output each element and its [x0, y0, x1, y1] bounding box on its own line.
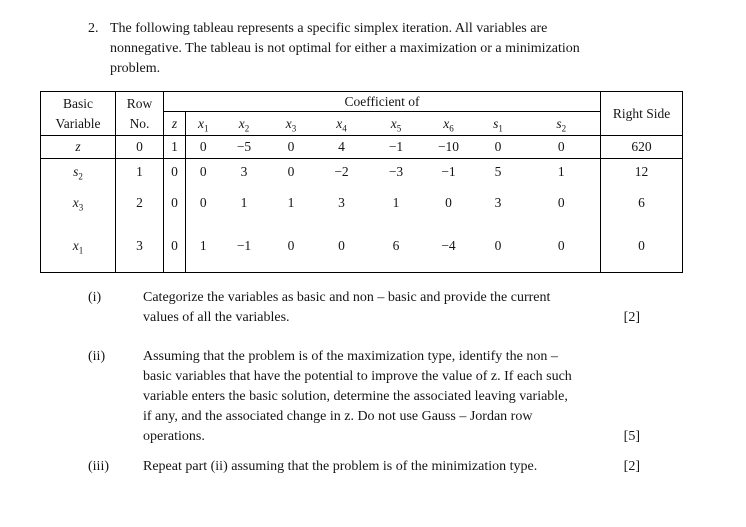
question-text-line: nonnegative. The tableau is not optimal …: [110, 41, 580, 56]
table-row-z: z 0 1 0 −5 0 4 −1 −10 0 0 620: [40, 135, 683, 159]
table-row-x1: x1 3 0 1 −1 0 0 6 −4 0 0 0: [40, 220, 683, 273]
coef-cell: −3: [388, 163, 404, 179]
header-right-side: Right Side: [600, 91, 683, 136]
question-text: The following tableau represents a speci…: [110, 19, 580, 79]
coef-cell: 4: [314, 135, 369, 159]
question-text-line: problem.: [110, 61, 161, 76]
right-side-cell: 620: [600, 135, 683, 159]
header-var-s2: s2: [522, 111, 602, 136]
part-text-line: operations.: [143, 429, 205, 444]
coef-cell: 3: [338, 194, 345, 210]
part-text-line: Repeat part (ii) assuming that the probl…: [143, 459, 538, 474]
question-part-ii: (ii) Assuming that the problem is of the…: [88, 347, 640, 447]
question-part-iii: (iii) Repeat part (ii) assuming that the…: [88, 457, 640, 477]
coef-cell: 1: [392, 194, 400, 210]
header-var-x3: x3: [267, 111, 315, 136]
coef-cell: 3: [494, 194, 502, 210]
table-row-s2: s2 1 0 0 3 0 −2 −3 −1 5 1 12: [40, 158, 683, 185]
part-text: Assuming that the problem is of the maxi…: [143, 347, 572, 447]
coef-cell: −4: [441, 238, 456, 254]
basic-variable-cell: s2: [40, 158, 116, 185]
coef-cell: 0: [494, 238, 502, 254]
question-part-i: (i) Categorize the variables as basic an…: [88, 288, 640, 328]
right-side-cell: 6: [600, 184, 683, 221]
coef-cell: 1: [163, 135, 186, 159]
coef-cell: 1: [199, 238, 207, 254]
header-var-s1: s1: [473, 111, 523, 136]
part-text-line: variable enters the basic solution, dete…: [143, 389, 568, 404]
coef-cell: 0: [445, 194, 452, 210]
header-var-x6: x6: [423, 111, 474, 136]
coef-cell: 1: [287, 194, 295, 210]
header-basic-variable: Basic Variable: [40, 91, 116, 136]
marks-badge: [2]: [623, 459, 640, 474]
row-no-cell: 1: [115, 158, 164, 185]
part-text-line: basic variables that have the potential …: [143, 369, 572, 384]
coef-cell: −5: [220, 135, 268, 159]
coef-cell: 0: [522, 135, 602, 159]
coef-cell: 0: [163, 220, 186, 273]
question-text-line: The following tableau represents a speci…: [110, 21, 548, 36]
table-row-x3: x3 2 0 0 1 1 3 1 0 3 0 6: [40, 184, 683, 221]
part-label: (i): [88, 290, 102, 305]
header-var-z: z: [163, 111, 186, 136]
header-coefficient-of: Coefficient of: [163, 91, 601, 112]
part-text-line: values of all the variables.: [143, 310, 290, 325]
row-no-cell: 2: [115, 184, 164, 221]
part-text-line: Categorize the variables as basic and no…: [143, 290, 551, 305]
coef-cell: 0: [522, 184, 602, 221]
coef-cell: 0: [163, 184, 186, 221]
question-number: 2.: [88, 21, 99, 36]
coef-cell: 0: [338, 238, 345, 254]
coef-cell: 0: [287, 238, 295, 254]
coef-cell: 1: [522, 158, 602, 185]
basic-variable-cell: z: [40, 135, 116, 159]
header-row-no: Row No.: [115, 91, 164, 136]
row-no-cell: 3: [115, 220, 164, 273]
coef-cell: 5: [494, 163, 502, 179]
marks-badge: [5]: [623, 429, 640, 444]
coef-cell: 0: [163, 158, 186, 185]
row-no-cell: 0: [115, 135, 164, 159]
coef-cell: 6: [392, 238, 400, 254]
basic-variable-cell: x1: [40, 220, 116, 273]
coef-cell: 0: [287, 163, 295, 179]
header-var-x1: x1: [185, 111, 221, 136]
part-label: (ii): [88, 349, 106, 364]
header-var-x4: x4: [314, 111, 369, 136]
coef-cell: 3: [240, 163, 248, 179]
coef-cell: 1: [240, 194, 248, 210]
coef-cell: −2: [334, 163, 349, 179]
part-text: Repeat part (ii) assuming that the probl…: [143, 457, 537, 477]
coef-cell: 0: [185, 135, 221, 159]
coef-cell: −1: [441, 163, 456, 179]
part-text-line: Assuming that the problem is of the maxi…: [143, 349, 558, 364]
simplex-tableau: Basic Variable Row No. Coefficient of Ri…: [40, 91, 684, 273]
basic-variable-cell: x3: [40, 184, 116, 221]
part-text: Categorize the variables as basic and no…: [143, 288, 550, 328]
coef-cell: 0: [522, 220, 602, 273]
coef-cell: −1: [368, 135, 424, 159]
part-text-line: if any, and the associated change in z. …: [143, 409, 533, 424]
header-var-x2: x2: [220, 111, 268, 136]
marks-badge: [2]: [623, 310, 640, 325]
coef-cell: 0: [199, 194, 207, 210]
right-side-cell: 12: [600, 158, 683, 185]
coef-cell: 0: [199, 163, 207, 179]
coef-cell: −10: [423, 135, 474, 159]
right-side-cell: 0: [600, 220, 683, 273]
coef-cell: 0: [473, 135, 523, 159]
header-var-x5: x5: [368, 111, 424, 136]
coef-cell: 0: [267, 135, 315, 159]
coef-cell: −1: [236, 238, 252, 254]
part-label: (iii): [88, 459, 109, 474]
